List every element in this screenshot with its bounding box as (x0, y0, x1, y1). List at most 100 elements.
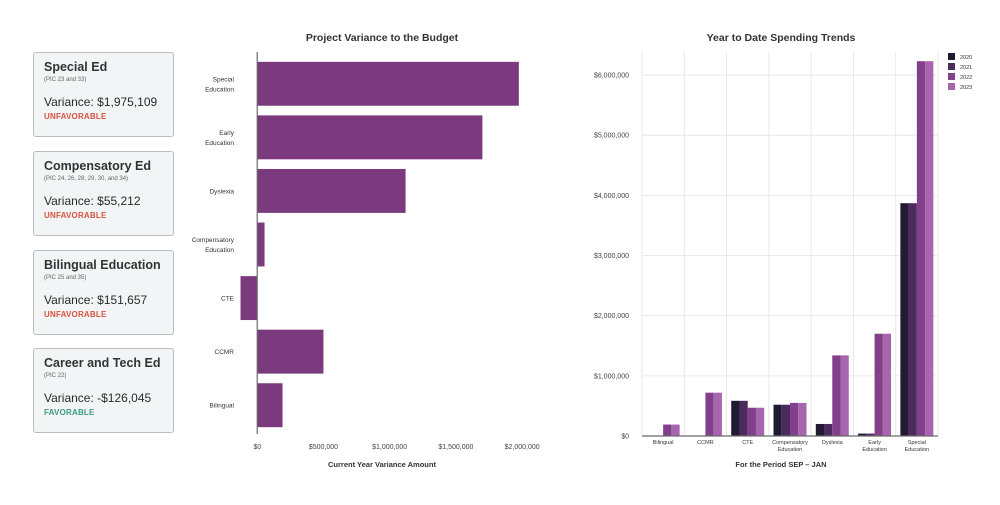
card-variance: Variance: $151,657 (44, 293, 148, 307)
trends-category-label-line: Education (862, 447, 886, 453)
legend-swatch (948, 53, 955, 60)
variance-bar[interactable] (257, 329, 324, 374)
trends-y-tick-label: $4,000,000 (594, 193, 629, 200)
legend-label: 2021 (960, 65, 972, 71)
trends-bar[interactable] (663, 424, 672, 436)
card-compensatory-ed[interactable]: Compensatory Ed (PIC 24, 26, 28, 29, 30,… (33, 151, 174, 236)
trends-category-label: Bilingual (653, 440, 674, 446)
trends-category-label: Early Education (862, 440, 886, 453)
card-special-ed[interactable]: Special Ed (PIC 23 and 33) Variance: $1,… (33, 52, 174, 137)
trends-bar[interactable] (781, 404, 790, 436)
trends-bar[interactable] (790, 402, 799, 436)
card-variance: Variance: $55,212 (44, 194, 141, 208)
trends-bar[interactable] (866, 433, 875, 436)
variance-category-label-line: Special (213, 76, 235, 83)
variance-category-label: CTE (221, 296, 235, 303)
variance-x-tick-label: $2,000,000 (505, 444, 540, 451)
trends-category-label-line: Dyslexia (822, 440, 844, 446)
legend-swatch (948, 83, 955, 90)
trends-bar[interactable] (925, 61, 934, 436)
card-bilingual-education[interactable]: Bilingual Education (PIC 25 and 35) Vari… (33, 250, 174, 335)
legend-label: 2022 (960, 75, 972, 81)
variance-x-tick-label: $1,000,000 (372, 444, 407, 451)
variance-category-label-line: Early (219, 130, 235, 137)
trends-bar[interactable] (832, 355, 841, 436)
trends-category-label-line: Bilingual (653, 440, 674, 446)
trends-category-label-line: Early (868, 440, 881, 446)
variance-bar[interactable] (257, 383, 283, 428)
trends-bar[interactable] (824, 423, 833, 436)
variance-x-tick-label: $1,500,000 (438, 444, 473, 451)
trends-category-label-line: CTE (742, 440, 753, 446)
trends-x-axis-label: For the Period SEP – JAN (735, 460, 826, 469)
variance-category-label: Early Education (205, 130, 235, 147)
trends-y-tick-label: $2,000,000 (594, 313, 629, 320)
trends-bar[interactable] (840, 355, 849, 436)
variance-category-label-line: Education (205, 86, 234, 93)
trends-bar[interactable] (713, 392, 722, 436)
trends-bar[interactable] (882, 333, 892, 436)
card-subtitle: (PIC 23 and 33) (44, 77, 87, 83)
trends-bar[interactable] (815, 423, 825, 436)
card-variance: Variance: -$126,045 (44, 391, 152, 405)
variance-category-label: Special Education (205, 76, 234, 93)
trends-category-label: Dyslexia (822, 440, 844, 446)
card-subtitle: (PIC 24, 26, 28, 29, 30, and 34) (44, 176, 129, 182)
trends-bar[interactable] (747, 407, 756, 436)
trends-category-label-line: CCMR (697, 440, 714, 446)
card-subtitle: (PIC 22) (44, 373, 67, 379)
trends-y-tick-label: $0 (621, 434, 629, 441)
card-title: Special Ed (44, 60, 108, 74)
card-title: Compensatory Ed (44, 159, 151, 173)
trends-category-label: Special Education (905, 440, 929, 453)
trends-category-label-line: Special (908, 440, 926, 446)
variance-bar[interactable] (240, 276, 258, 321)
variance-bar[interactable] (257, 61, 519, 106)
trends-bar[interactable] (874, 333, 883, 436)
variance-x-tick-label: $500,000 (309, 444, 338, 451)
trends-bar[interactable] (671, 424, 680, 436)
variance-category-label: Bilingual (209, 403, 234, 410)
card-status: FAVORABLE (44, 408, 95, 417)
variance-category-label-line: Dyslexia (209, 188, 234, 195)
variance-category-label-line: Education (205, 247, 234, 254)
variance-category-label-line: CTE (221, 296, 235, 303)
trends-category-label-line: Education (778, 447, 802, 453)
variance-chart-title: Project Variance to the Budget (306, 32, 459, 44)
variance-x-tick-label: $0 (253, 444, 261, 451)
card-title: Career and Tech Ed (44, 356, 161, 370)
trends-y-tick-label: $5,000,000 (594, 133, 629, 140)
card-title: Bilingual Education (44, 258, 161, 272)
variance-category-label: Dyslexia (209, 188, 234, 195)
trends-bar[interactable] (916, 61, 926, 436)
trends-category-label: Compensatory Education (772, 440, 808, 453)
card-subtitle: (PIC 25 and 35) (44, 275, 87, 281)
card-career-tech-ed[interactable]: Career and Tech Ed (PIC 22) Variance: -$… (33, 348, 174, 433)
trends-category-label-line: Compensatory (772, 440, 808, 446)
trends-bar[interactable] (705, 392, 714, 436)
variance-x-axis-label: Current Year Variance Amount (328, 460, 436, 469)
trends-bar[interactable] (908, 203, 917, 436)
variance-bar[interactable] (257, 168, 406, 213)
trends-y-tick-label: $3,000,000 (594, 253, 629, 260)
trends-bar[interactable] (773, 404, 782, 436)
legend-label: 2023 (960, 85, 972, 91)
trends-bar[interactable] (798, 402, 807, 436)
variance-bar[interactable] (257, 222, 265, 267)
variance-category-label: CCMR (215, 349, 235, 356)
trends-bar[interactable] (858, 433, 867, 436)
variance-category-label: Compensatory Education (192, 237, 235, 254)
variance-category-label-line: Education (205, 140, 234, 147)
variance-bar[interactable] (257, 115, 483, 160)
card-status: UNFAVORABLE (44, 112, 107, 121)
legend-swatch (948, 63, 955, 70)
trends-bar[interactable] (900, 203, 909, 436)
trends-y-tick-label: $1,000,000 (594, 373, 629, 380)
trends-bar[interactable] (739, 400, 748, 436)
trends-bar[interactable] (755, 407, 765, 436)
trends-category-label-line: Education (905, 447, 929, 453)
variance-category-label-line: CCMR (215, 349, 235, 356)
trends-bar[interactable] (731, 400, 740, 436)
